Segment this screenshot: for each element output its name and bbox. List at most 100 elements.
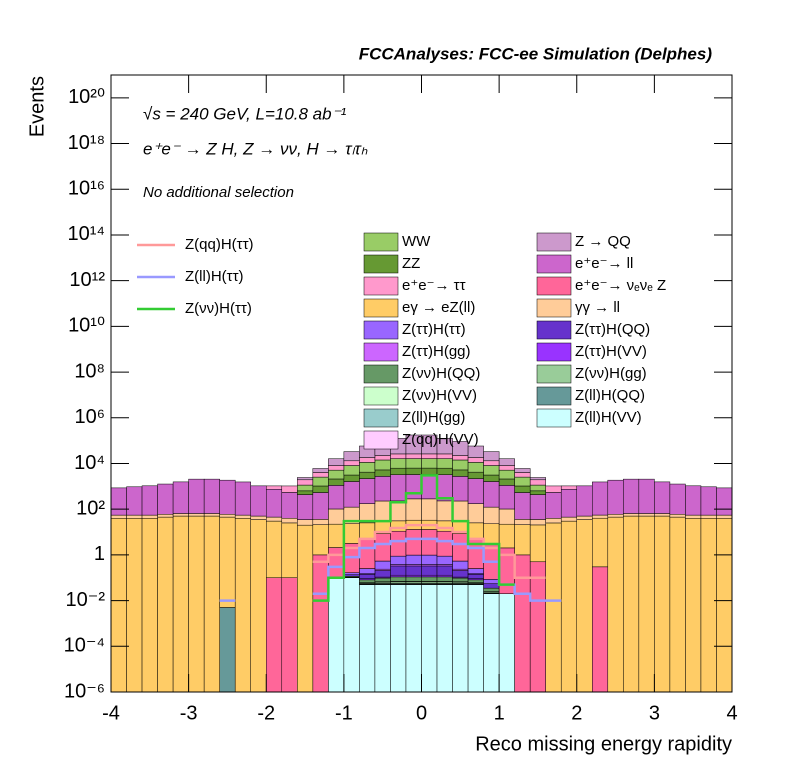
bar bbox=[343, 451, 360, 462]
y-tick-label: 10⁻⁴ bbox=[64, 635, 105, 657]
bar bbox=[638, 478, 655, 514]
bar bbox=[359, 522, 376, 539]
bar bbox=[343, 460, 360, 466]
bar bbox=[421, 554, 438, 565]
bar bbox=[343, 577, 360, 693]
bar bbox=[312, 492, 329, 520]
bar bbox=[126, 486, 143, 516]
bar bbox=[374, 469, 391, 477]
bar bbox=[421, 565, 438, 576]
bar bbox=[483, 583, 500, 589]
x-tick-label: -1 bbox=[335, 702, 353, 724]
bar bbox=[328, 547, 345, 578]
bar bbox=[266, 516, 283, 522]
bar bbox=[343, 572, 360, 575]
bar bbox=[390, 500, 407, 522]
bar bbox=[343, 481, 360, 508]
bar bbox=[592, 514, 609, 519]
bar bbox=[390, 584, 407, 693]
y-tick-label: 10⁻² bbox=[66, 589, 106, 611]
bar bbox=[405, 576, 422, 582]
bar bbox=[374, 533, 391, 562]
bar bbox=[157, 514, 174, 518]
bar bbox=[514, 519, 531, 525]
legend-label: Z(νν)H(gg) bbox=[575, 365, 647, 382]
bar bbox=[560, 485, 577, 490]
y-tick-label: 10¹⁶ bbox=[68, 178, 105, 200]
bar bbox=[623, 515, 640, 693]
legend-swatch bbox=[536, 386, 572, 406]
bar bbox=[219, 479, 236, 515]
bar bbox=[716, 518, 733, 693]
bar bbox=[172, 481, 189, 514]
bar bbox=[452, 584, 469, 693]
bar bbox=[685, 514, 702, 519]
bar bbox=[436, 458, 453, 469]
legend-swatch bbox=[363, 320, 399, 340]
x-tick-label: 4 bbox=[726, 702, 737, 724]
bar bbox=[188, 515, 205, 693]
y-tick-label: 10⁻⁶ bbox=[64, 680, 105, 702]
bar bbox=[623, 513, 640, 517]
legend-label: Z(qq)H(VV) bbox=[402, 431, 479, 448]
bar bbox=[297, 494, 314, 520]
bar bbox=[623, 478, 640, 514]
bar bbox=[374, 455, 391, 461]
bar bbox=[266, 520, 283, 578]
plot-area bbox=[110, 434, 733, 693]
legend-label: Z(νν)H(QQ) bbox=[402, 365, 480, 382]
bar bbox=[498, 458, 515, 466]
bar bbox=[250, 515, 267, 520]
bar bbox=[405, 554, 422, 565]
bar bbox=[638, 513, 655, 517]
bar bbox=[110, 487, 127, 516]
bar bbox=[607, 479, 624, 515]
legend-swatch bbox=[536, 320, 572, 340]
bar bbox=[328, 469, 345, 480]
legend-label: eγ → eZ(ll) bbox=[402, 299, 475, 316]
bar bbox=[498, 523, 515, 549]
bar bbox=[343, 523, 360, 544]
legend-swatch bbox=[536, 408, 572, 428]
bar bbox=[421, 453, 438, 459]
bar bbox=[529, 561, 546, 693]
y-axis-label: Events bbox=[26, 76, 48, 137]
bar bbox=[374, 584, 391, 693]
bar bbox=[390, 555, 407, 565]
legend-swatch bbox=[536, 298, 572, 318]
bar bbox=[467, 584, 484, 693]
bar bbox=[359, 579, 376, 583]
y-tick-label: 10¹⁴ bbox=[68, 223, 106, 245]
legend-label: Z(ll)H(gg) bbox=[402, 409, 465, 426]
bar bbox=[452, 570, 469, 578]
legend-label: e⁺e⁻→ ll bbox=[575, 255, 633, 272]
legend-label: Z(ll)H(ττ) bbox=[185, 268, 244, 285]
legend-label: Z(ττ)H(QQ) bbox=[575, 321, 650, 338]
bar bbox=[669, 514, 686, 518]
bar bbox=[297, 519, 314, 526]
bar bbox=[266, 489, 283, 518]
bar bbox=[188, 513, 205, 517]
bar bbox=[545, 522, 562, 693]
bar bbox=[110, 518, 127, 693]
bar bbox=[654, 513, 671, 517]
bar bbox=[514, 468, 531, 473]
bar bbox=[390, 565, 407, 576]
bar bbox=[297, 524, 314, 693]
bar bbox=[405, 498, 422, 521]
bar bbox=[467, 478, 484, 504]
bar bbox=[405, 529, 422, 556]
bar bbox=[700, 514, 717, 519]
bar bbox=[607, 514, 624, 518]
bar bbox=[436, 565, 453, 576]
bar bbox=[514, 472, 531, 478]
bar bbox=[483, 481, 500, 508]
bar bbox=[157, 483, 174, 515]
line-series bbox=[219, 537, 562, 602]
bar bbox=[654, 481, 671, 514]
bar bbox=[328, 465, 345, 471]
bar bbox=[483, 523, 500, 544]
legend-label: Z(νν)H(VV) bbox=[402, 387, 477, 404]
y-tick-label: 10⁶ bbox=[75, 406, 105, 428]
bar bbox=[390, 530, 407, 557]
